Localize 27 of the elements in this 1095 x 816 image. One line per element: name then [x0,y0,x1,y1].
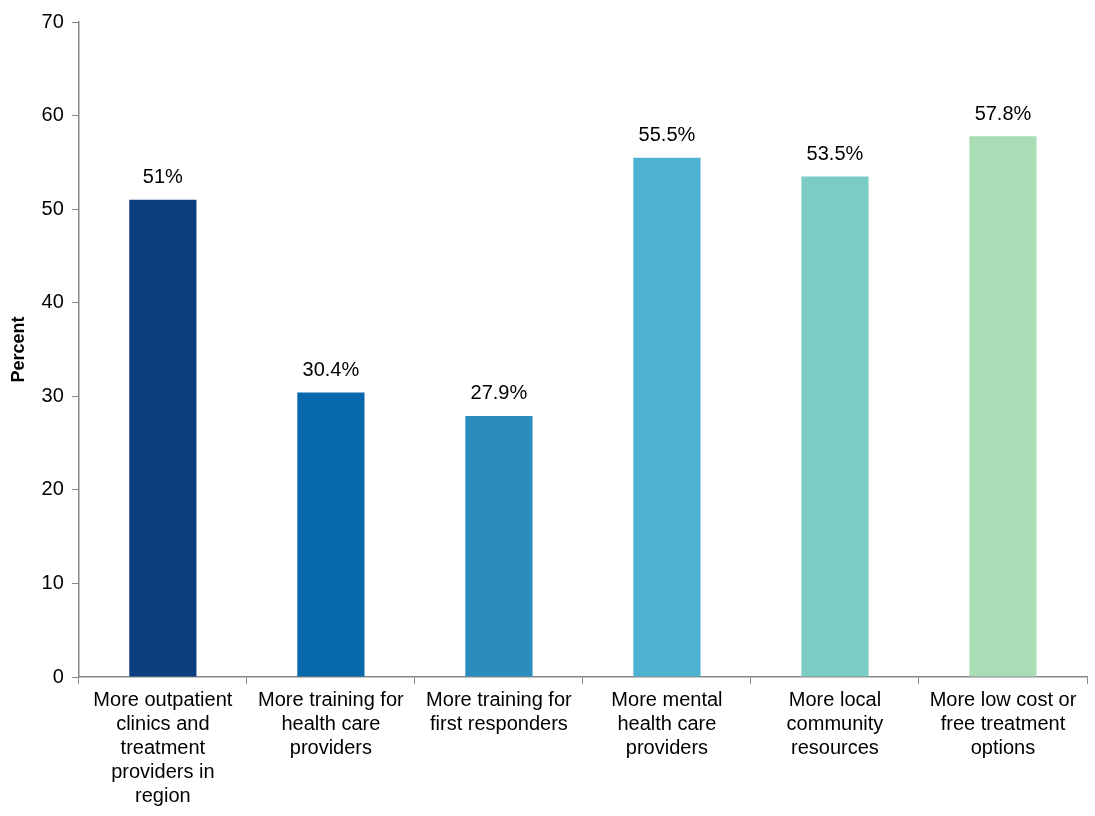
data-label: 30.4% [302,358,360,381]
y-tick-label: 20 [41,477,64,500]
y-tick-label: 10 [41,570,64,593]
y-tick-label: 50 [41,196,64,219]
y-tick-label: 60 [41,103,64,126]
x-tick-label: More outpatient clinics and treatment providers in region [93,687,233,806]
y-tick-label: 30 [41,383,64,406]
data-label: 55.5% [638,123,696,146]
bar [633,157,701,677]
x-tick-label: More local community resources [786,687,884,758]
data-label: 27.9% [470,381,528,404]
bar [129,199,197,677]
bar [969,136,1037,677]
bar [801,176,869,677]
data-label: 53.5% [806,141,864,164]
y-axis-title: Percent [7,316,28,383]
y-tick-label: 70 [41,9,64,32]
x-tick-label: More low cost or free treatment options [929,687,1077,758]
x-tick-label: More mental health care providers [611,687,723,758]
bar [297,392,365,677]
x-tick-label: More training for health care providers [258,687,405,758]
y-tick-label: 0 [52,664,64,687]
y-tick-label: 40 [41,290,64,313]
x-tick-label: More training for first responders [426,687,573,734]
data-label: 51% [142,165,184,188]
bar [465,415,533,677]
data-label: 57.8% [974,101,1032,124]
